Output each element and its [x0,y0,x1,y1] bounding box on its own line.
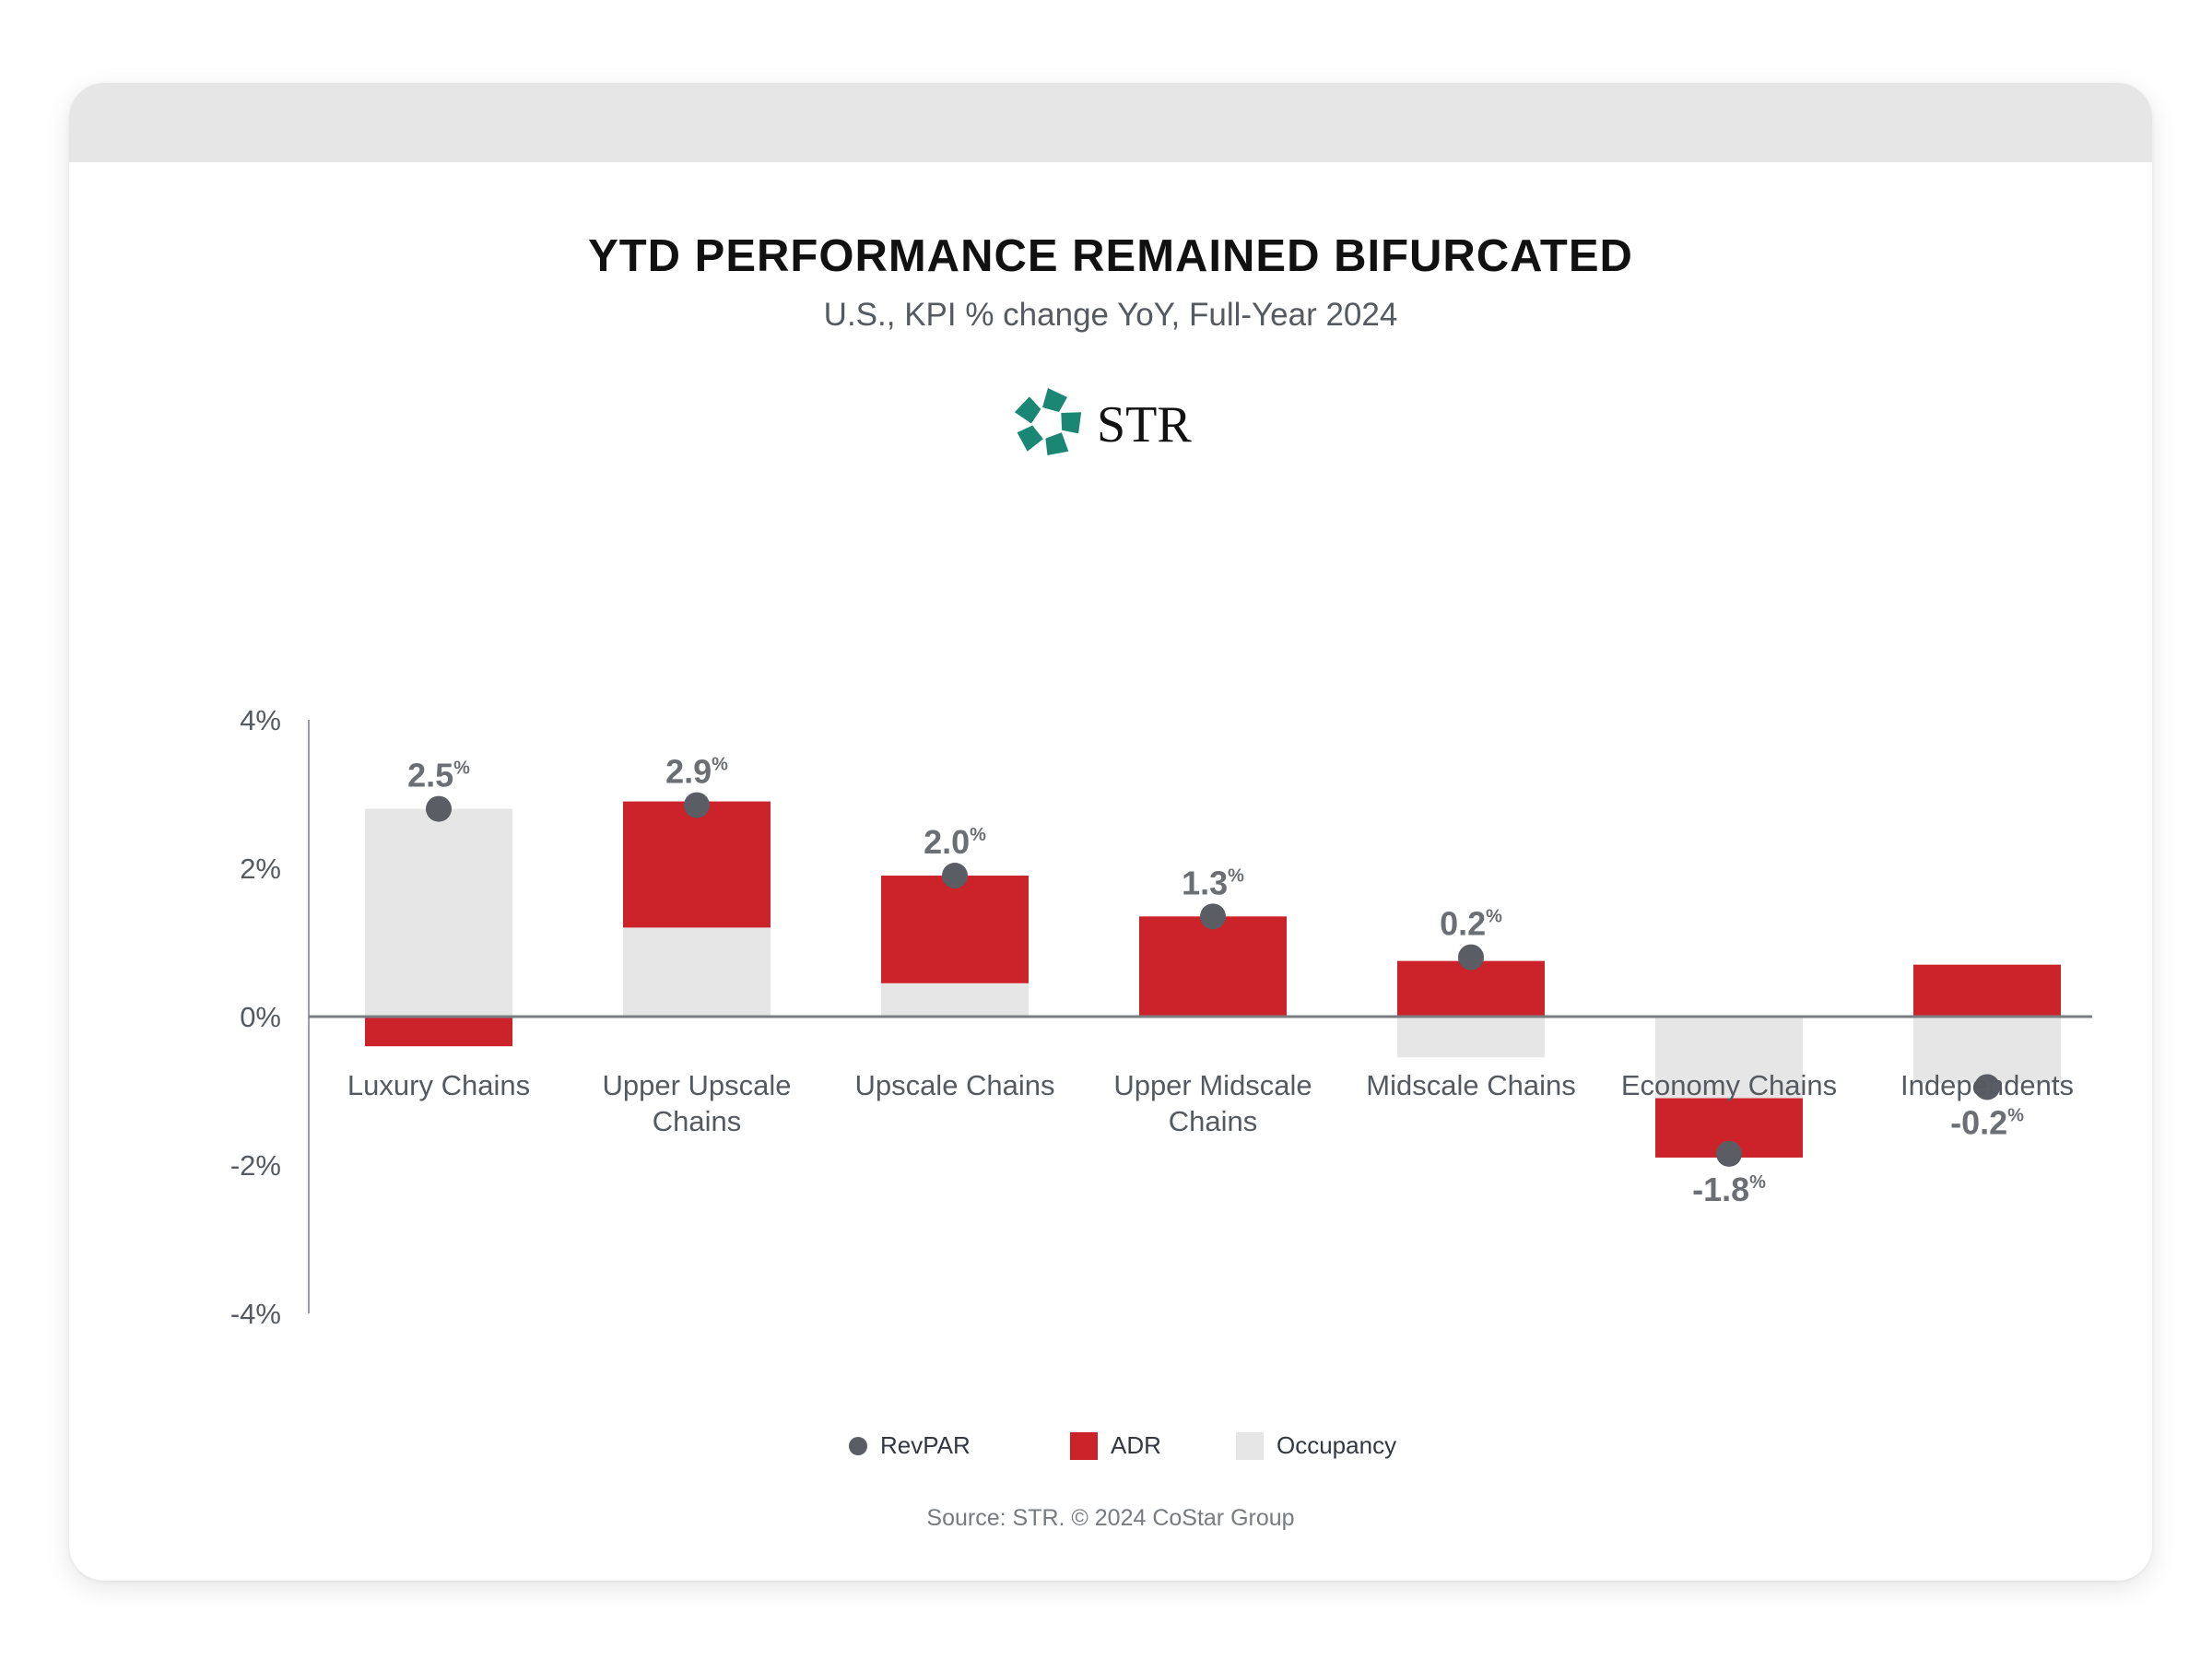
logo-petal [1017,425,1043,452]
bar-occupancy [623,927,771,1017]
revpar-dot [426,795,452,822]
legend-label-occupancy: Occupancy [1277,1431,1397,1459]
str-logo: STR [1009,382,1230,465]
bar-adr [1139,916,1287,1017]
legend-item-revpar: RevPAR [849,1431,971,1460]
str-logo-icon [1014,388,1082,455]
kpi-chart: 4% 2% 0% -2% -4% 2.5% 2.9% 2.0% 1.3% 0.2% -1.8% -0… [230,704,2092,1330]
logo-petal [1042,388,1067,412]
bar-adr [1397,960,1545,1017]
x-category-label: Upper Midscale [1113,1069,1312,1101]
bar-adr [881,876,1029,983]
revpar-value-label: 1.3% [1182,864,1244,901]
bar-occupancy [1655,1017,1803,1099]
y-tick-label: 0% [240,1001,281,1033]
x-category-label: Upscale Chains [854,1069,1054,1101]
bar-adr [365,1017,512,1047]
chart-title: YTD PERFORMANCE REMAINED BIFURCATED [588,231,1633,281]
legend-swatch-revpar [849,1436,867,1455]
x-category-label: Chains [1169,1105,1258,1137]
x-category-label: Luxury Chains [347,1069,530,1101]
revpar-value-label: 0.2% [1440,905,1502,943]
card-header-bar [69,83,2152,162]
x-category-label: Economy Chains [1621,1069,1837,1101]
revpar-dot [1200,903,1226,930]
chart-legend: RevPAR ADR Occupancy [69,1431,2152,1468]
legend-item-occupancy: Occupancy [1236,1431,1396,1460]
revpar-value-label: 2.9% [665,753,728,791]
bar-occupancy [1397,1017,1545,1058]
legend-label-adr: ADR [1111,1431,1161,1459]
revpar-value-label: -0.2% [1950,1103,2024,1141]
bar-adr [623,801,771,928]
x-category-label: Chains [653,1105,742,1137]
revpar-dot [942,863,968,889]
revpar-value-label: -1.8% [1692,1171,1766,1208]
x-category-label: Upper Upscale [602,1069,791,1101]
revpar-dot [1974,1074,2000,1100]
logo-petal [1045,432,1069,455]
y-tick-label: -2% [230,1149,281,1182]
chart-subtitle: U.S., KPI % change YoY, Full-Year 2024 [823,297,1398,333]
bar-occupancy [1913,1017,2061,1084]
revpar-dot [684,792,710,818]
revpar-value-label: 2.5% [407,757,470,794]
bar-occupancy [881,982,1029,1017]
legend-item-adr: ADR [1070,1431,1161,1460]
source-note: Source: STR. © 2024 CoStar Group [926,1505,1295,1531]
x-category-label: Independents [1900,1069,2074,1101]
revpar-dot [1716,1140,1742,1167]
legend-swatch-adr [1070,1431,1098,1460]
y-tick-label: 2% [240,853,281,885]
logo-petal [1061,412,1082,434]
bar-occupancy [365,808,512,1017]
revpar-value-label: 2.0% [924,823,986,861]
revpar-dot [1458,944,1484,971]
x-category-label: Midscale Chains [1366,1069,1575,1101]
logo-text: STR [1097,396,1192,453]
bar-adr [1913,964,2061,1017]
legend-swatch-occupancy [1236,1431,1264,1460]
logo-petal [1014,396,1041,424]
y-tick-label: -4% [230,1298,281,1330]
y-tick-label: 4% [240,704,281,736]
chart-card: YTD PERFORMANCE REMAINED BIFURCATED U.S.… [69,83,2152,1581]
legend-label-revpar: RevPAR [880,1431,971,1459]
